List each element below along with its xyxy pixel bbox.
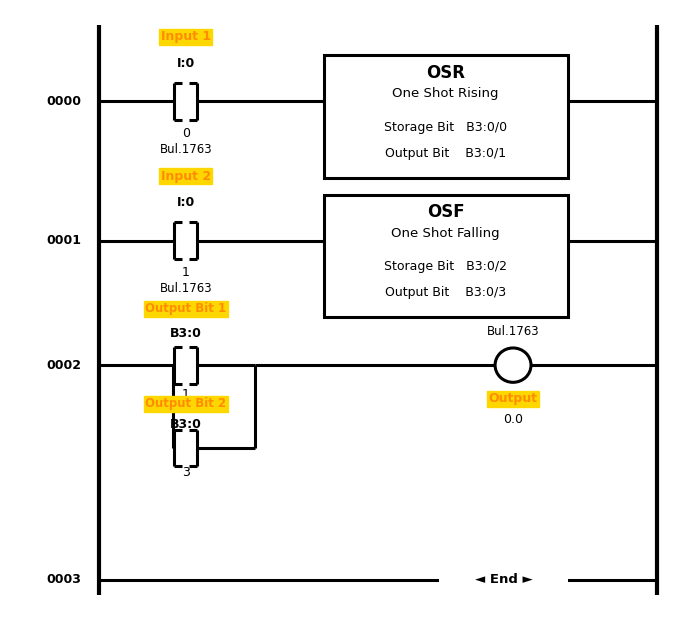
Text: Bul.1763: Bul.1763 xyxy=(159,143,212,156)
Text: B3:0: B3:0 xyxy=(170,418,201,431)
Text: 1: 1 xyxy=(182,388,190,401)
Text: 1: 1 xyxy=(182,266,190,279)
Text: Output: Output xyxy=(489,393,538,406)
Text: OSR: OSR xyxy=(426,63,465,81)
Text: Input 1: Input 1 xyxy=(161,31,211,43)
Text: Output Bit    B3:0/1: Output Bit B3:0/1 xyxy=(385,147,506,160)
Text: 0002: 0002 xyxy=(46,359,81,372)
Text: 0: 0 xyxy=(181,126,190,140)
Text: ◄ End ►: ◄ End ► xyxy=(475,573,532,587)
Text: 0001: 0001 xyxy=(46,234,81,247)
Text: Input 2: Input 2 xyxy=(161,170,211,183)
Text: Storage Bit   B3:0/2: Storage Bit B3:0/2 xyxy=(384,260,507,273)
Text: Bul.1763: Bul.1763 xyxy=(486,325,540,338)
Text: Output Bit    B3:0/3: Output Bit B3:0/3 xyxy=(385,286,506,299)
Text: 3: 3 xyxy=(182,466,190,479)
Text: 0000: 0000 xyxy=(46,95,81,108)
Text: Storage Bit   B3:0/0: Storage Bit B3:0/0 xyxy=(384,121,507,133)
Text: I:0: I:0 xyxy=(177,57,195,70)
Text: 0.0: 0.0 xyxy=(503,413,523,426)
Bar xyxy=(324,55,568,178)
Bar xyxy=(324,195,568,317)
Text: I:0: I:0 xyxy=(177,196,195,209)
Text: One Shot Falling: One Shot Falling xyxy=(391,227,500,240)
Text: 0003: 0003 xyxy=(46,573,81,587)
Text: One Shot Rising: One Shot Rising xyxy=(393,88,499,101)
Text: Output Bit 2: Output Bit 2 xyxy=(145,398,226,410)
Text: OSF: OSF xyxy=(427,203,464,221)
Text: Output Bit 1: Output Bit 1 xyxy=(145,302,226,316)
Text: B3:0: B3:0 xyxy=(170,327,201,340)
Text: Bul.1763: Bul.1763 xyxy=(159,282,212,295)
